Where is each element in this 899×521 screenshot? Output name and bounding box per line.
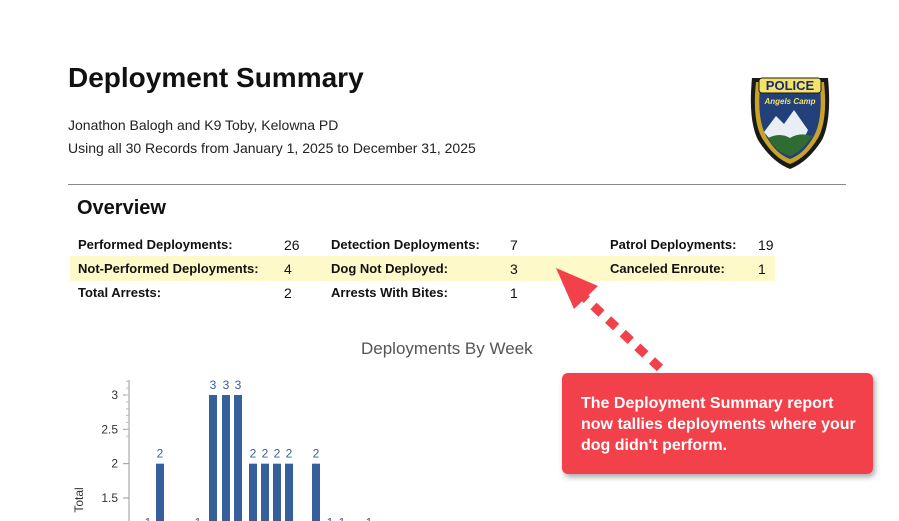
bar-value-label: 1 — [327, 515, 334, 521]
not-performed-deployments-label: Not-Performed Deployments: — [78, 261, 259, 276]
bar-value-label: 2 — [157, 447, 164, 461]
bar — [156, 463, 164, 521]
bar — [234, 395, 242, 521]
bar-value-label: 3 — [210, 378, 217, 392]
y-tick-label: 3 — [111, 388, 118, 402]
deployments-by-week-chart: Total 32.521.5 12133322222111 — [72, 378, 373, 521]
bar-value-label: 1 — [366, 515, 373, 521]
bar-value-label: 3 — [235, 378, 242, 392]
bar — [261, 463, 269, 521]
handler-dog-line: Jonathon Balogh and K9 Toby, Kelowna PD — [68, 117, 339, 133]
bar — [249, 463, 257, 521]
not-performed-deployments-value: 4 — [284, 261, 292, 277]
overview-title: Overview — [77, 197, 166, 219]
patrol-deployments-value: 19 — [758, 237, 774, 253]
bar — [312, 463, 320, 521]
detection-deployments-label: Detection Deployments: — [331, 237, 480, 252]
dog-not-deployed-label: Dog Not Deployed: — [331, 261, 448, 276]
police-badge-logo: POLICE Angels Camp — [746, 72, 834, 170]
patrol-deployments-label: Patrol Deployments: — [610, 237, 737, 252]
bar-value-label: 2 — [286, 447, 293, 461]
bar-value-label: 1 — [195, 515, 202, 521]
total-arrests-label: Total Arrests: — [78, 285, 162, 300]
dog-not-deployed-value: 3 — [510, 261, 518, 277]
bar — [285, 463, 293, 521]
y-tick-label: 2.5 — [101, 422, 118, 436]
callout-arrow-head — [556, 268, 598, 309]
not-performed-highlight-row — [70, 256, 775, 281]
arrests-with-bites-label: Arrests With Bites: — [331, 285, 448, 300]
bar-value-label: 2 — [274, 447, 281, 461]
bar-value-label: 3 — [223, 378, 230, 392]
y-tick-label: 1.5 — [101, 491, 118, 505]
arrests-with-bites-value: 1 — [510, 285, 518, 301]
callout-box: The Deployment Summary report now tallie… — [562, 373, 873, 474]
y-tick-label: 2 — [111, 457, 118, 471]
records-range-line: Using all 30 Records from January 1, 202… — [68, 140, 476, 156]
callout-arrow-shaft — [581, 294, 664, 372]
bar-value-label: 2 — [313, 447, 320, 461]
badge-police-text: POLICE — [766, 78, 815, 93]
performed-deployments-label: Performed Deployments: — [78, 237, 233, 252]
bar-value-label: 1 — [339, 515, 346, 521]
bar-value-label: 1 — [145, 515, 152, 521]
badge-city-text: Angels Camp — [763, 97, 815, 106]
bar — [273, 463, 281, 521]
bar — [222, 395, 230, 521]
y-axis-label: Total — [72, 487, 86, 512]
bar — [209, 395, 217, 521]
total-arrests-value: 2 — [284, 285, 292, 301]
canceled-enroute-value: 1 — [758, 261, 766, 277]
detection-deployments-value: 7 — [510, 237, 518, 253]
canceled-enroute-label: Canceled Enroute: — [610, 261, 725, 276]
header-divider — [68, 184, 846, 185]
report-title: Deployment Summary — [68, 62, 364, 93]
bar-value-label: 2 — [262, 447, 269, 461]
performed-deployments-value: 26 — [284, 237, 300, 253]
bar-value-label: 2 — [250, 447, 257, 461]
chart-title: Deployments By Week — [361, 339, 533, 358]
